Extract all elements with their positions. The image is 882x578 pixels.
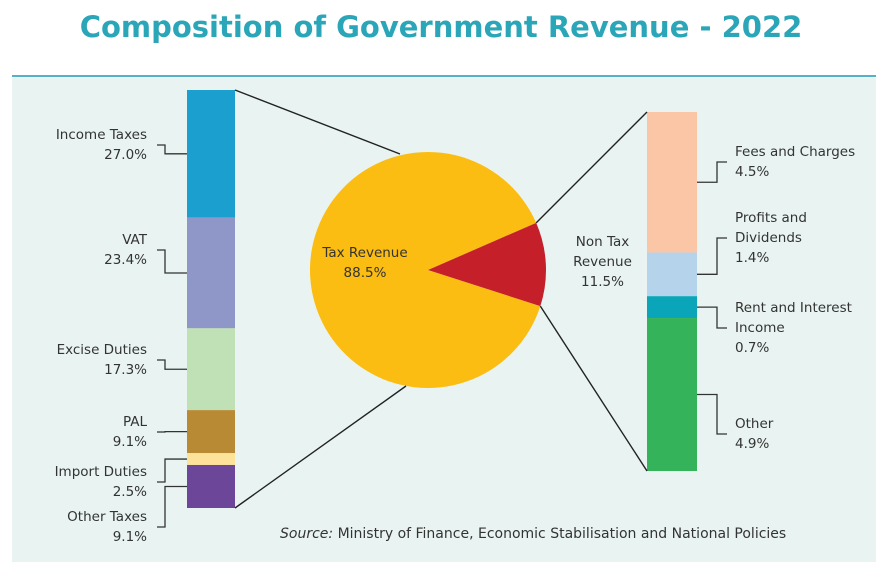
label: PAL 9.1% [10, 412, 147, 452]
category-label: Excise Duties [56, 342, 147, 358]
chart-title: Composition of Government Revenue - 2022 [79, 10, 803, 44]
leader-line [697, 161, 727, 183]
label: Other 4.9% [735, 414, 870, 454]
leader-line [157, 359, 187, 370]
bar-segment [187, 217, 235, 329]
label: Rent and Interest Income 0.7% [735, 298, 870, 358]
category-label: VAT [122, 232, 147, 248]
connector [234, 89, 401, 155]
category-label: Tax Revenue [322, 245, 408, 261]
leader-line [697, 237, 727, 275]
value-label: 9.1% [112, 434, 147, 450]
category-label: PAL [122, 414, 147, 430]
source-text: Ministry of Finance, Economic Stabilisat… [337, 526, 787, 542]
label: Income Taxes 27.0% [10, 125, 147, 165]
bar-segment [187, 453, 235, 465]
source-label: Source: [280, 526, 334, 542]
connector [535, 111, 648, 224]
connector [234, 385, 407, 509]
bar-segment [647, 296, 697, 319]
bar-segment [647, 318, 697, 471]
leader-line [157, 458, 187, 483]
bar-segment [187, 328, 235, 411]
connector [539, 305, 648, 472]
bar-segment [187, 464, 235, 508]
category-label: Other [735, 416, 774, 432]
category-label: Profits and Dividends [735, 210, 807, 246]
leader-line [157, 249, 187, 274]
category-label: Import Duties [54, 464, 147, 480]
bar-segment [187, 90, 235, 218]
value-label: 2.5% [112, 484, 147, 500]
label: Profits and Dividends 1.4% [735, 208, 870, 268]
category-label: Non Tax Revenue [573, 234, 632, 270]
pie-slice [309, 152, 541, 389]
leader-line [697, 306, 727, 329]
bar-segment [187, 410, 235, 454]
bar-segment [647, 252, 697, 297]
value-label: 4.9% [735, 436, 770, 452]
value-label: 88.5% [343, 265, 387, 281]
value-label: 4.5% [735, 164, 770, 180]
leader-line [157, 485, 187, 528]
value-label: 9.1% [112, 529, 147, 545]
pie-slice [428, 222, 546, 307]
label: Non Tax Revenue 11.5% [565, 232, 640, 292]
category-label: Other Taxes [67, 509, 147, 525]
value-label: 17.3% [104, 362, 147, 378]
leader-line [697, 393, 727, 435]
label: Other Taxes 9.1% [10, 507, 147, 547]
bar-segment [647, 112, 697, 253]
label: Tax Revenue 88.5% [300, 243, 430, 283]
value-label: 11.5% [581, 274, 624, 290]
category-label: Rent and Interest Income [735, 300, 852, 336]
value-label: 27.0% [104, 147, 147, 163]
label: VAT 23.4% [10, 230, 147, 270]
value-label: 0.7% [735, 340, 770, 356]
category-label: Income Taxes [55, 127, 147, 143]
source: Source: Ministry of Finance, Economic St… [280, 526, 786, 542]
label: Import Duties 2.5% [10, 462, 147, 502]
label: Excise Duties 17.3% [10, 340, 147, 380]
leader-line [157, 144, 187, 155]
value-label: 23.4% [104, 252, 147, 268]
value-label: 1.4% [735, 250, 770, 266]
category-label: Fees and Charges [735, 144, 856, 160]
label: Fees and Charges 4.5% [735, 142, 870, 182]
